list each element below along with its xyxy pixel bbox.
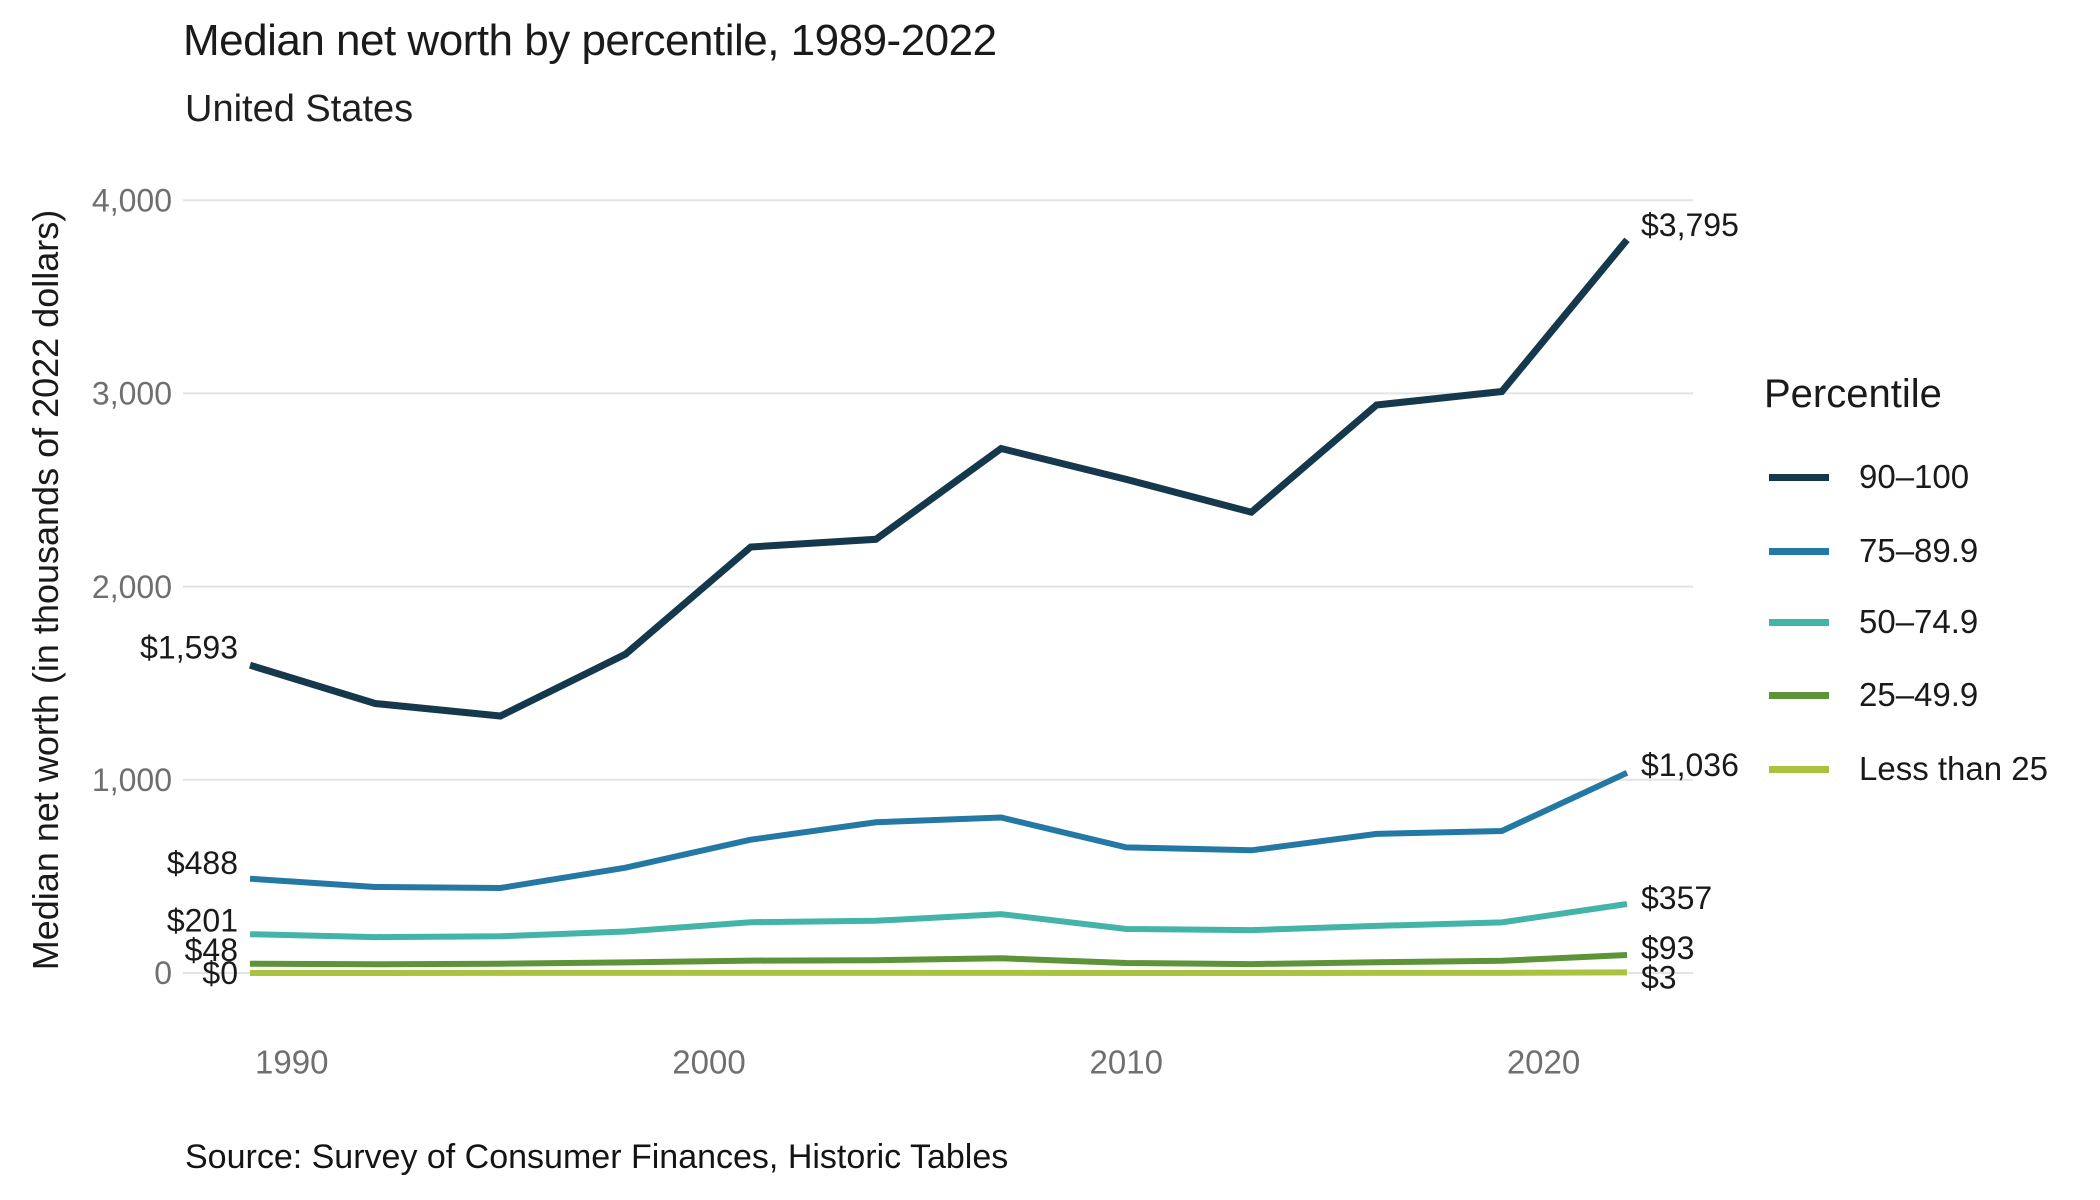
series-start-label: $1,593	[140, 629, 238, 665]
y-tick-label: 4,000	[92, 182, 172, 218]
legend-item: 75–89.9	[1769, 532, 1979, 569]
legend-item: 90–100	[1769, 458, 1970, 495]
y-tick-label: 1,000	[92, 762, 172, 798]
series-start-label: $488	[167, 845, 238, 881]
page-subtitle: United States	[185, 88, 414, 130]
series-line-1	[248, 237, 1630, 720]
x-tick-label: 2000	[672, 1044, 745, 1081]
series-line-5	[250, 969, 1628, 976]
legend-swatch-line	[1769, 473, 1829, 481]
legend-swatch-line	[1769, 765, 1829, 773]
legend-item-label: 25–49.9	[1859, 676, 1979, 713]
legend-item: 25–49.9	[1769, 676, 1979, 713]
x-tick-label: 1990	[255, 1044, 328, 1081]
series-line-3	[249, 901, 1628, 941]
legend-swatch-line	[1769, 618, 1829, 626]
series-start-label: $201	[167, 902, 238, 938]
legend-item-label: Less than 25	[1859, 750, 2048, 787]
source-note: Source: Survey of Consumer Finances, His…	[185, 1138, 1009, 1176]
x-tick-label: 2010	[1090, 1044, 1163, 1081]
legend-item-label: 75–89.9	[1859, 532, 1979, 569]
series-end-label: $93	[1641, 930, 1694, 966]
y-tick-label: 2,000	[92, 569, 172, 605]
series-start-label: $48	[185, 932, 238, 968]
legend-item-label: 90–100	[1859, 458, 1970, 495]
series-line-2	[249, 770, 1629, 892]
legend-title: Percentile	[1764, 372, 1942, 416]
series-end-label: $3	[1641, 960, 1677, 996]
legend-item: 50–74.9	[1769, 603, 1979, 640]
series-end-label: $357	[1641, 880, 1712, 916]
legend-swatch-line	[1769, 547, 1829, 555]
series-end-label: $3,795	[1641, 207, 1739, 243]
page-title: Median net worth by percentile, 1989-202…	[183, 16, 997, 65]
y-tick-label: 3,000	[92, 376, 172, 412]
series-line-4	[249, 952, 1628, 968]
x-tick-label: 2020	[1507, 1044, 1580, 1081]
legend-item: Less than 25	[1769, 750, 2048, 787]
series-end-label: $1,036	[1641, 747, 1739, 783]
legend-item-label: 50–74.9	[1859, 603, 1979, 640]
series-start-label: $0	[202, 955, 238, 991]
y-tick-label: 0	[154, 955, 172, 991]
legend-swatch-line	[1769, 691, 1829, 699]
